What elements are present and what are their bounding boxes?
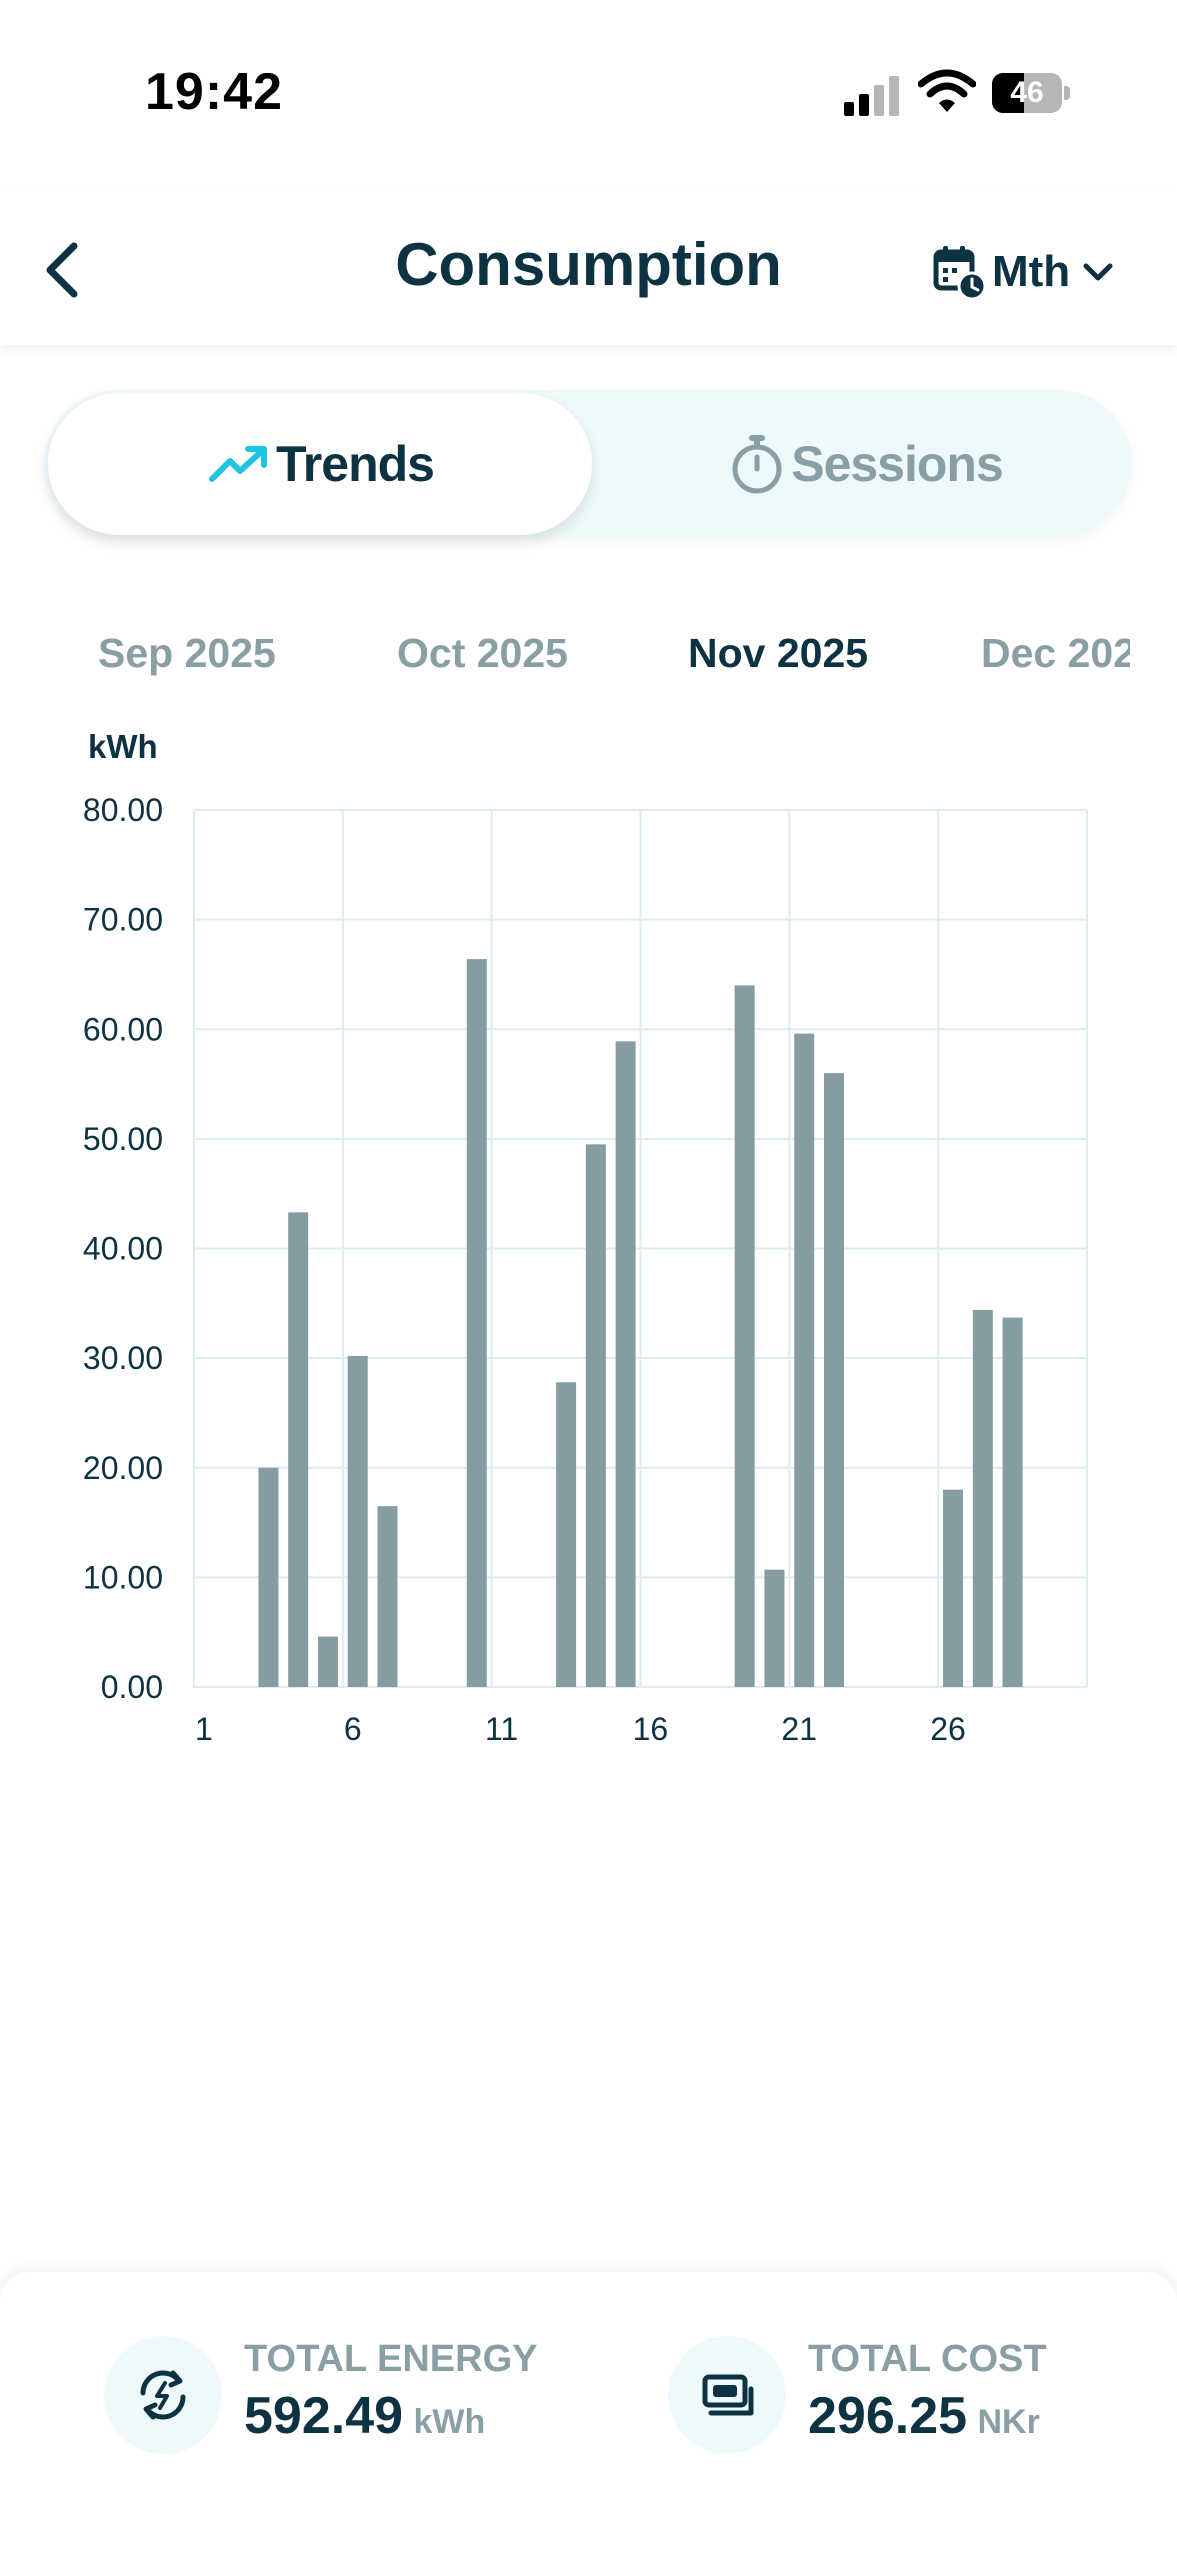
calendar-clock-icon bbox=[933, 246, 986, 300]
energy-cycle-icon bbox=[140, 2370, 186, 2420]
y-tick-label: 30.00 bbox=[83, 1340, 163, 1376]
view-tabs: Trends Sessions bbox=[44, 390, 1132, 538]
total-cost-label: TOTAL COST bbox=[808, 2338, 1047, 2380]
x-tick-label: 1 bbox=[195, 1711, 213, 1747]
chart-bar[interactable] bbox=[317, 1636, 338, 1687]
chart-bar[interactable] bbox=[972, 1309, 993, 1687]
status-time: 19:42 bbox=[145, 63, 283, 121]
month-dec-2025[interactable]: Dec 2025 bbox=[981, 630, 1130, 676]
chart-bar[interactable] bbox=[288, 1212, 309, 1687]
total-cost-value: 296.25 bbox=[808, 2387, 968, 2445]
x-tick-label: 21 bbox=[781, 1711, 817, 1747]
tab-trends-label: Trends bbox=[276, 436, 435, 492]
x-tick-label: 6 bbox=[344, 1711, 362, 1747]
chart-bar[interactable] bbox=[258, 1467, 279, 1687]
y-tick-label: 60.00 bbox=[83, 1011, 163, 1047]
y-tick-label: 20.00 bbox=[83, 1450, 163, 1486]
chart-bar[interactable] bbox=[794, 1033, 815, 1687]
tab-sessions[interactable]: Sessions bbox=[598, 390, 1132, 538]
energy-icon-circle bbox=[104, 2336, 222, 2454]
page-title: Consumption bbox=[395, 231, 782, 298]
chart-bar[interactable] bbox=[347, 1355, 368, 1687]
chart-bar[interactable] bbox=[615, 1041, 636, 1687]
totals-panel: TOTAL ENERGY 592.49 kWh TOTAL COST 296.2… bbox=[0, 2272, 1177, 2560]
chart-bar[interactable] bbox=[943, 1489, 964, 1687]
month-oct-2025[interactable]: Oct 2025 bbox=[397, 630, 568, 676]
bar-chart: kWh 0.00 10.00 20.00 30.00 40.00 50.00 60.00 70.… bbox=[83, 728, 1088, 1747]
battery-level: 46 bbox=[1010, 76, 1044, 109]
month-nov-2025[interactable]: Nov 2025 bbox=[688, 630, 869, 676]
wifi-icon bbox=[918, 69, 976, 112]
chevron-left-icon bbox=[46, 242, 78, 298]
chevron-down-icon bbox=[1083, 263, 1113, 281]
consumption-chart: kWh 0.00 10.00 20.00 30.00 40.00 50.00 60.00 70.… bbox=[0, 720, 1177, 1760]
tab-sessions-label: Sessions bbox=[791, 436, 1004, 492]
cellular-signal-icon bbox=[844, 76, 899, 116]
month-sep-2025[interactable]: Sep 2025 bbox=[98, 630, 276, 676]
chart-bar[interactable] bbox=[585, 1144, 606, 1687]
month-selector: Sep 2025 Oct 2025 Nov 2025 Dec 2025 bbox=[0, 630, 1177, 690]
x-tick-label: 16 bbox=[633, 1711, 669, 1747]
total-energy-unit: kWh bbox=[413, 2403, 486, 2441]
trend-up-icon bbox=[209, 446, 268, 482]
chart-bar[interactable] bbox=[377, 1506, 398, 1687]
chart-bar[interactable] bbox=[1002, 1317, 1023, 1687]
x-tick-label: 11 bbox=[485, 1711, 518, 1747]
chart-bar[interactable] bbox=[764, 1569, 785, 1687]
period-dropdown[interactable]: Mth bbox=[932, 232, 1120, 312]
total-energy-value: 592.49 bbox=[244, 2387, 404, 2445]
y-tick-label: 10.00 bbox=[83, 1559, 163, 1595]
period-label: Mth bbox=[992, 247, 1071, 296]
chart-bar[interactable] bbox=[556, 1382, 577, 1687]
y-tick-label: 40.00 bbox=[83, 1231, 163, 1267]
chart-bar[interactable] bbox=[466, 959, 487, 1687]
y-tick-label: 80.00 bbox=[83, 792, 163, 828]
chart-bar[interactable] bbox=[734, 985, 755, 1687]
status-bar: 19:42 46 bbox=[0, 0, 1177, 190]
cost-icon-circle bbox=[668, 2336, 786, 2454]
y-tick-label: 50.00 bbox=[83, 1121, 163, 1157]
chart-bar[interactable] bbox=[823, 1073, 844, 1687]
y-tick-label: 0.00 bbox=[101, 1669, 163, 1705]
money-icon bbox=[702, 2374, 754, 2416]
tab-trends[interactable]: Trends bbox=[48, 393, 592, 535]
y-axis-label: kWh bbox=[88, 728, 158, 765]
header: Consumption Mth bbox=[0, 190, 1177, 345]
total-energy-label: TOTAL ENERGY bbox=[244, 2338, 538, 2380]
battery-icon: 46 bbox=[992, 73, 1072, 113]
back-button[interactable] bbox=[30, 230, 100, 310]
y-tick-label: 70.00 bbox=[83, 902, 163, 938]
x-tick-label: 26 bbox=[930, 1711, 966, 1747]
stopwatch-icon bbox=[732, 435, 782, 494]
total-cost-unit: NKr bbox=[977, 2403, 1040, 2441]
